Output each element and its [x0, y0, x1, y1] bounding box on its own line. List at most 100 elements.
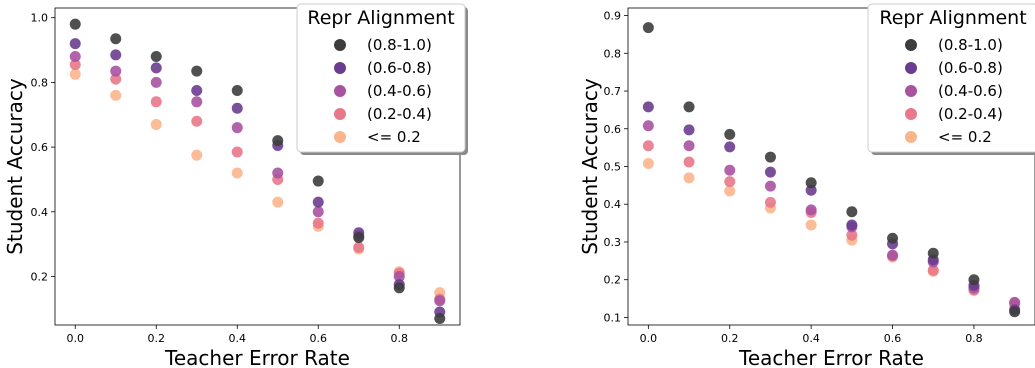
x-tick-label: 0.8 — [391, 332, 409, 345]
data-point — [927, 247, 939, 259]
data-point — [69, 68, 81, 80]
data-point — [1009, 296, 1021, 308]
data-point — [110, 65, 122, 77]
data-point — [642, 101, 654, 113]
y-tick-label: 0.2 — [604, 274, 622, 287]
data-point — [846, 229, 858, 241]
data-point — [69, 18, 81, 30]
y-tick-label: 1.0 — [31, 12, 49, 25]
data-point — [887, 232, 899, 244]
y-tick-label: 0.1 — [604, 311, 622, 324]
data-point — [764, 151, 776, 163]
x-tick-label: 0.4 — [229, 332, 247, 345]
x-tick-label: 0.2 — [148, 332, 166, 345]
data-point — [191, 115, 203, 127]
y-tick-label: 0.6 — [31, 141, 49, 154]
y-tick-label: 0.7 — [604, 85, 622, 98]
data-point — [683, 101, 695, 113]
data-point — [724, 185, 736, 197]
data-point — [150, 96, 162, 108]
data-point — [805, 219, 817, 231]
data-point — [231, 167, 243, 179]
data-point — [272, 135, 284, 147]
y-tick-label: 0.2 — [31, 270, 49, 283]
legend: Repr Alignment (0.8-1.0) (0.6-0.8) (0.4-0.6… — [867, 3, 1035, 155]
legend-marker — [905, 85, 917, 97]
data-point — [231, 102, 243, 114]
data-point — [764, 166, 776, 178]
plot-area — [54, 7, 461, 326]
data-point — [683, 124, 695, 136]
data-point — [353, 232, 365, 244]
legend-marker — [334, 62, 346, 74]
data-point — [110, 33, 122, 45]
x-tick-label: 0.8 — [965, 332, 983, 345]
data-point — [231, 84, 243, 96]
data-point — [312, 206, 324, 218]
legend-marker — [905, 39, 917, 51]
legend-title: Repr Alignment — [307, 7, 454, 29]
data-point — [434, 295, 446, 307]
data-point — [805, 177, 817, 189]
legend-label: (0.6-0.8) — [367, 59, 432, 77]
y-tick-label: 0.4 — [604, 198, 622, 211]
legend-title: Repr Alignment — [879, 7, 1026, 29]
x-tick-label: 0.6 — [310, 332, 328, 345]
y-tick-label: 0.8 — [604, 47, 622, 60]
data-point — [69, 38, 81, 50]
x-tick-label: 0.2 — [721, 332, 739, 345]
data-point — [683, 140, 695, 152]
data-point — [805, 184, 817, 196]
data-point — [724, 141, 736, 153]
data-point — [312, 196, 324, 208]
data-point — [724, 176, 736, 188]
data-point — [191, 96, 203, 108]
data-point — [110, 73, 122, 85]
data-point — [272, 167, 284, 179]
data-point — [393, 282, 405, 294]
legend-label: <= 0.2 — [938, 128, 992, 146]
legend-label: (0.4-0.6) — [367, 82, 432, 100]
data-point — [927, 264, 939, 276]
data-point — [69, 51, 81, 63]
legend-label: (0.4-0.6) — [938, 82, 1003, 100]
data-point — [683, 156, 695, 168]
y-axis-label: Student Accuracy — [578, 78, 602, 255]
data-point — [642, 157, 654, 169]
legend: Repr Alignment (0.8-1.0) (0.6-0.8) (0.4-0.6… — [296, 3, 468, 155]
chart-panel-2: 0.0 0.2 0.4 0.6 0.8 0.1 0.2 0.3 0.4 0.5 0.6 0.7 0.8 0… — [578, 3, 1035, 368]
y-axis-label: Student Accuracy — [3, 78, 27, 255]
data-point — [846, 206, 858, 218]
chart-panel-1: 0.0 0.2 0.4 0.6 0.8 0.2 0.4 0.6 0.8 1.0 Teacher Er… — [3, 3, 468, 368]
x-tick-label: 0.6 — [884, 332, 902, 345]
data-point — [272, 196, 284, 208]
data-point — [231, 122, 243, 134]
x-axis-label: Teacher Error Rate — [164, 346, 350, 368]
legend-marker — [334, 85, 346, 97]
data-point — [353, 241, 365, 253]
data-point — [191, 84, 203, 96]
data-point — [642, 140, 654, 152]
data-point — [69, 59, 81, 71]
y-tick-label: 0.9 — [604, 10, 622, 23]
data-point — [846, 219, 858, 231]
x-tick-label: 0.4 — [802, 332, 820, 345]
x-axis-label: Teacher Error Rate — [738, 346, 924, 368]
x-tick-label: 0.0 — [640, 332, 658, 345]
legend-label: (0.6-0.8) — [938, 59, 1003, 77]
y-tick-label: 0.4 — [31, 206, 49, 219]
data-point — [150, 118, 162, 130]
data-point — [642, 120, 654, 132]
data-point — [642, 22, 654, 34]
data-point — [393, 270, 405, 282]
data-point — [724, 164, 736, 176]
data-point — [150, 51, 162, 63]
data-point — [150, 62, 162, 74]
x-tick-label: 0.0 — [67, 332, 85, 345]
legend-marker — [905, 108, 917, 120]
legend-marker — [334, 131, 346, 143]
legend-marker — [334, 108, 346, 120]
data-point — [110, 89, 122, 101]
legend-label: (0.8-1.0) — [367, 36, 432, 54]
